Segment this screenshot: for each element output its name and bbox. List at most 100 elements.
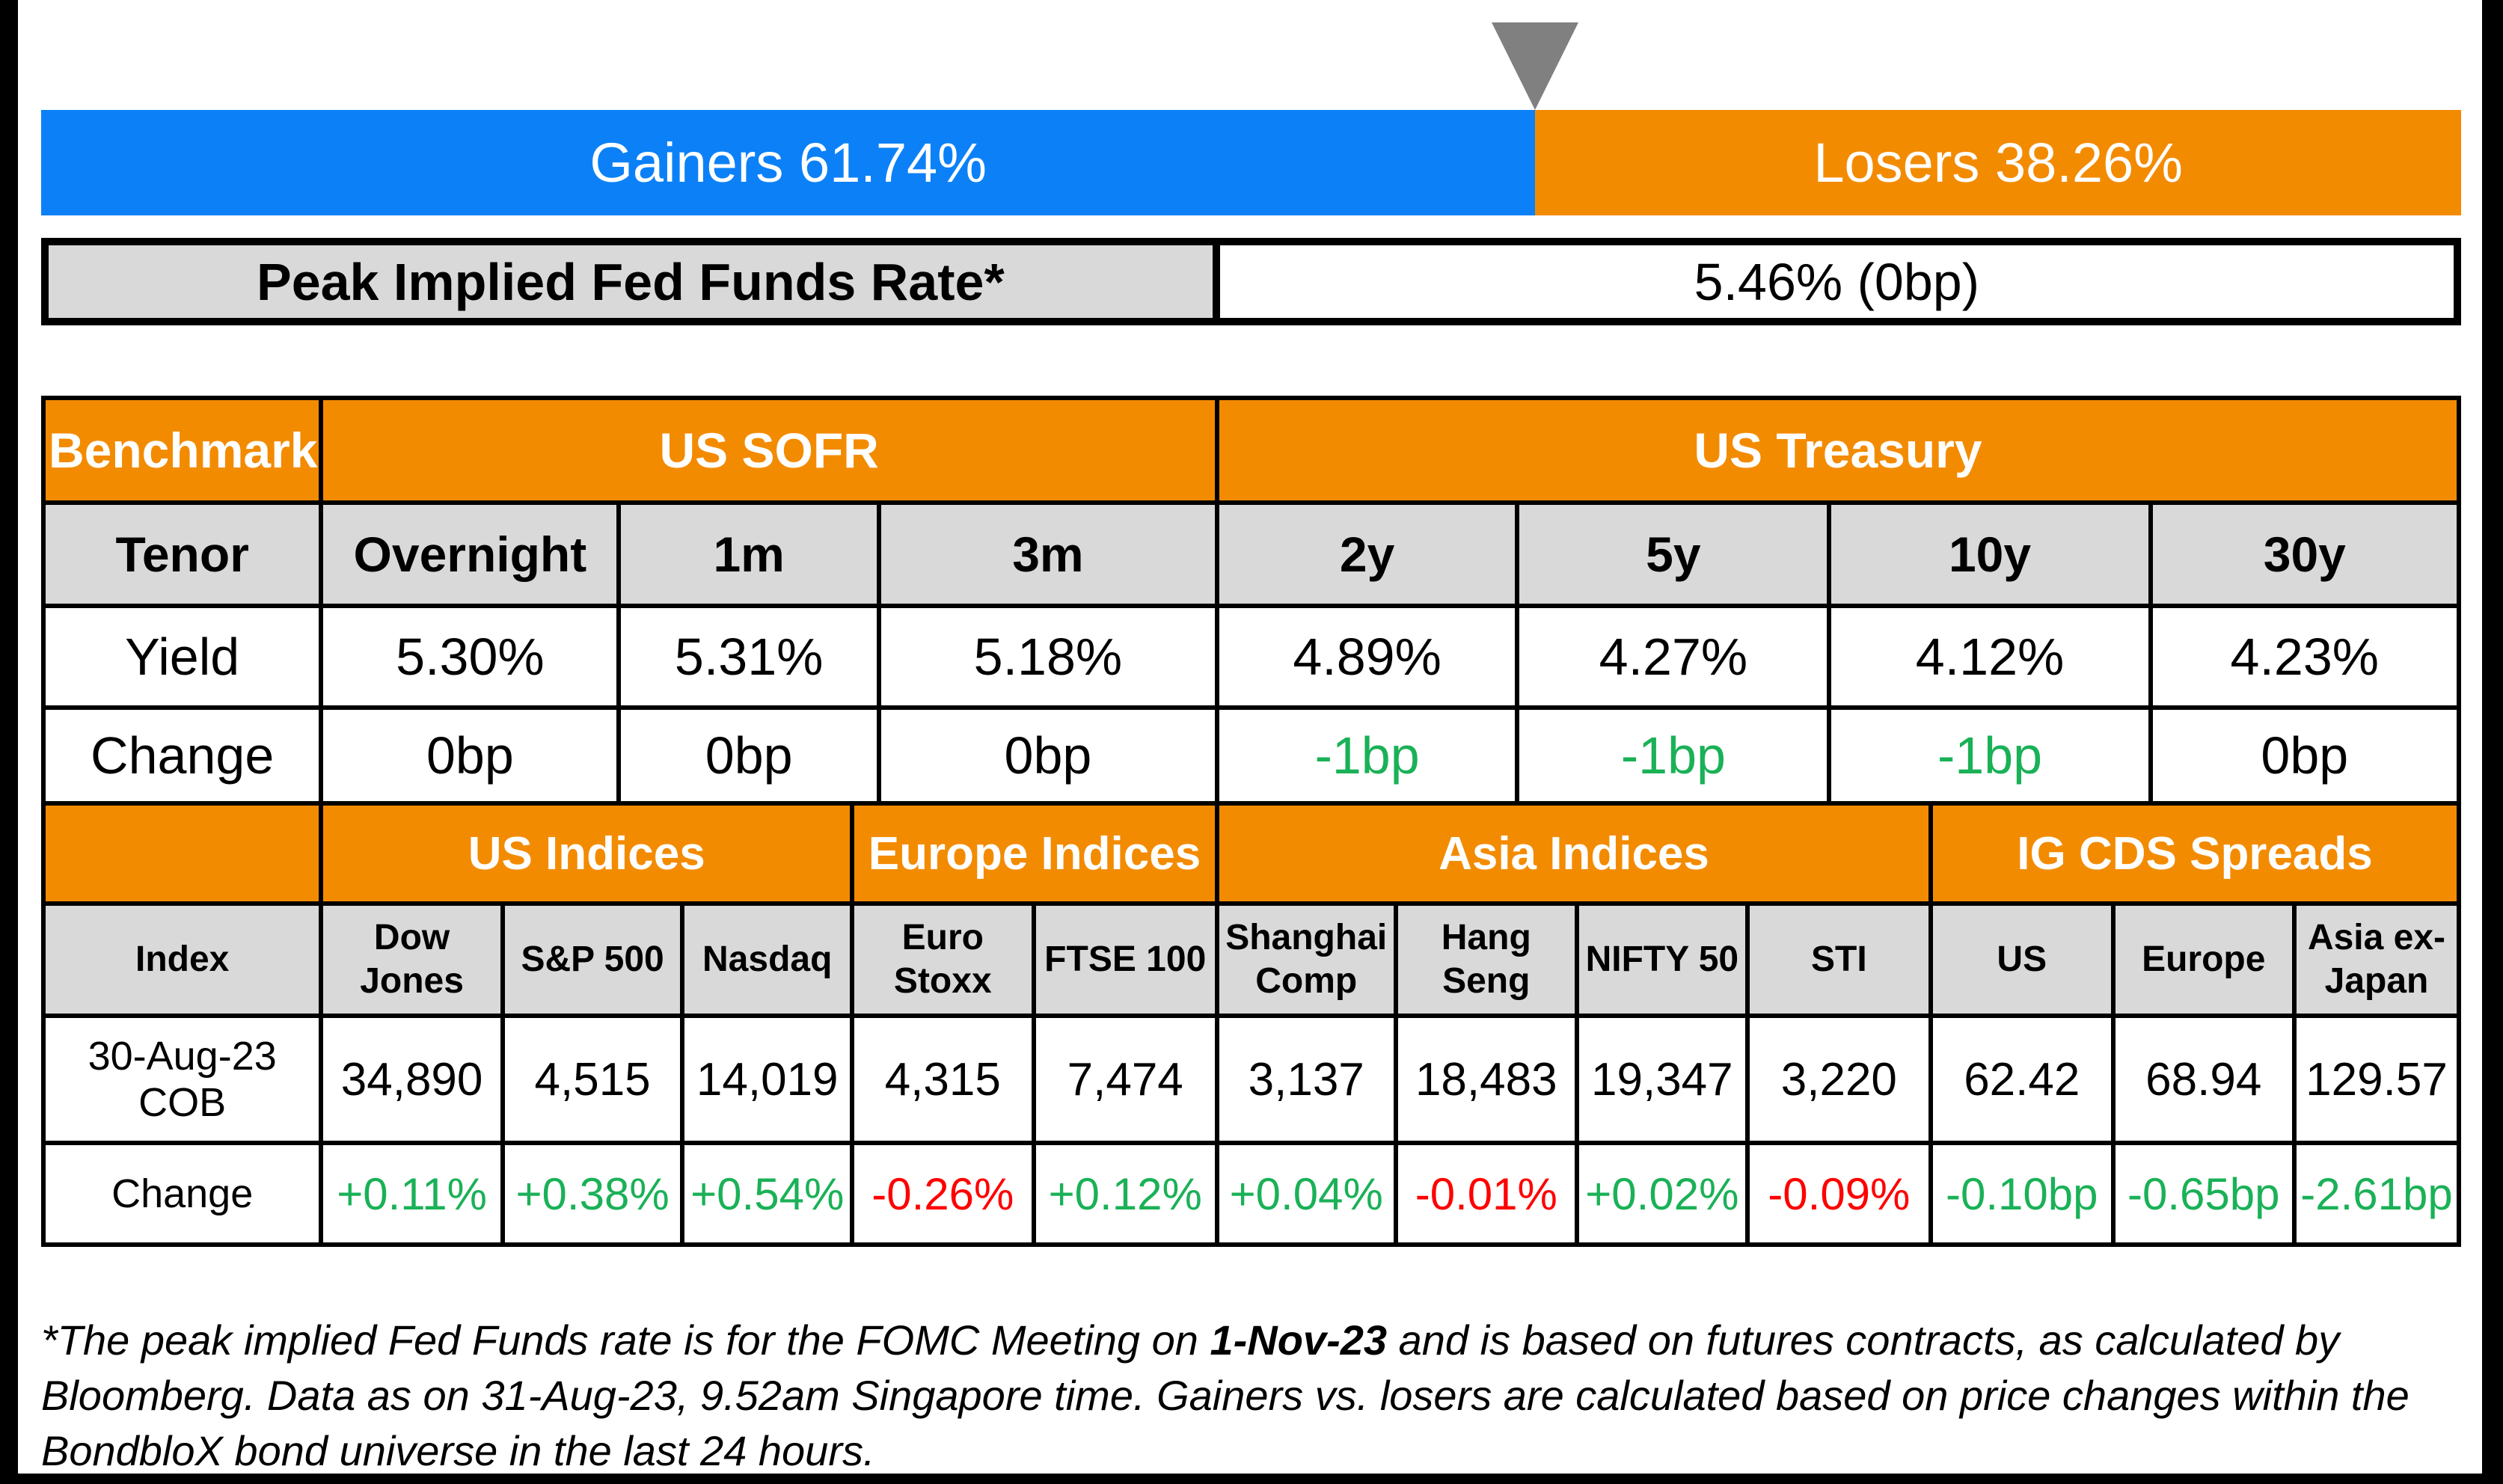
cds-us-value: 62.42 — [1928, 1014, 2116, 1145]
nasdaq-value: 14,019 — [680, 1014, 855, 1145]
sp500-header: S&P 500 — [500, 901, 685, 1018]
nifty50-change: +0.02% — [1575, 1141, 1750, 1247]
tenor-30y-header: 30y — [2148, 500, 2462, 608]
fed-funds-value: 5.46% (0bp) — [1694, 252, 1980, 311]
indices-change-row: Change +0.11% +0.38% +0.54% -0.26% +0.12… — [40, 1141, 2462, 1247]
footnote: *The peak implied Fed Funds rate is for … — [41, 1313, 2461, 1479]
fed-funds-row: Peak Implied Fed Funds Rate* 5.46% (0bp) — [41, 238, 2461, 325]
bottom-border-band — [0, 1474, 2503, 1484]
indices-table: US Indices Europe Indices Asia Indices I… — [40, 801, 2462, 1247]
cob-values-row: 30-Aug-23 COB 34,890 4,515 14,019 4,315 … — [40, 1014, 2462, 1145]
change-overnight: 0bp — [319, 705, 622, 806]
us-indices-group-header: US Indices — [319, 801, 855, 906]
cob-date-label: 30-Aug-23 COB — [40, 1014, 324, 1145]
us-sofr-group-header: US SOFR — [319, 396, 1219, 505]
gainers-losers-bar: Gainers 61.74% Losers 38.26% — [41, 110, 2461, 215]
change-10y: -1bp — [1827, 705, 2153, 806]
gainers-label: Gainers 61.74% — [589, 132, 987, 194]
hang-seng-change: -0.01% — [1393, 1141, 1580, 1247]
yield-3m: 5.18% — [876, 604, 1219, 710]
market-dashboard: Gainers 61.74% Losers 38.26% Peak Implie… — [40, 0, 2462, 1479]
dow-jones-change: +0.11% — [319, 1141, 505, 1247]
yield-5y: 4.27% — [1515, 604, 1832, 710]
dow-jones-header: Dow Jones — [319, 901, 505, 1018]
benchmark-table: Benchmark US SOFR US Treasury Tenor Over… — [40, 396, 2462, 806]
nifty50-header: NIFTY 50 — [1575, 901, 1750, 1018]
hang-seng-header: Hang Seng — [1393, 901, 1580, 1018]
euro-stoxx-value: 4,315 — [850, 1014, 1036, 1145]
footnote-line-1: *The peak implied Fed Funds rate is for … — [41, 1313, 2461, 1368]
marker-area — [41, 0, 2461, 110]
cds-europe-value: 68.94 — [2110, 1014, 2297, 1145]
sp500-value: 4,515 — [500, 1014, 685, 1145]
losers-label: Losers 38.26% — [1813, 132, 2183, 194]
yield-2y: 4.89% — [1214, 604, 1520, 710]
cds-asia-ex-japan-header: Asia ex- Japan — [2291, 901, 2462, 1018]
cds-asia-ex-japan-change: -2.61bp — [2291, 1141, 2462, 1247]
shanghai-comp-header: Shanghai Comp — [1214, 901, 1398, 1018]
tenor-label: Tenor — [40, 500, 324, 608]
cds-europe-change: -0.65bp — [2110, 1141, 2297, 1247]
yield-30y: 4.23% — [2148, 604, 2462, 710]
cds-us-change: -0.10bp — [1928, 1141, 2116, 1247]
yield-1m: 5.31% — [616, 604, 881, 710]
nasdaq-header: Nasdaq — [680, 901, 855, 1018]
euro-stoxx-change: -0.26% — [850, 1141, 1036, 1247]
hang-seng-value: 18,483 — [1393, 1014, 1580, 1145]
indices-change-label: Change — [40, 1141, 324, 1247]
europe-indices-group-header: Europe Indices — [850, 801, 1219, 906]
tenor-3m-header: 3m — [876, 500, 1219, 608]
yield-row-label: Yield — [40, 604, 324, 710]
yield-row: Yield 5.30% 5.31% 5.18% 4.89% 4.27% 4.12… — [40, 604, 2462, 710]
benchmark-change-label: Change — [40, 705, 324, 806]
sp500-change: +0.38% — [500, 1141, 685, 1247]
asia-indices-group-header: Asia Indices — [1214, 801, 1934, 906]
footnote-line-3: BondbloX bond universe in the last 24 ho… — [41, 1427, 875, 1474]
benchmark-corner-header: Benchmark — [40, 396, 324, 505]
nifty50-value: 19,347 — [1575, 1014, 1750, 1145]
cds-asia-ex-japan-value: 129.57 — [2291, 1014, 2462, 1145]
losers-segment: Losers 38.26% — [1535, 110, 2461, 215]
tenor-10y-header: 10y — [1827, 500, 2153, 608]
index-header-row: Index Dow Jones S&P 500 Nasdaq Euro Stox… — [40, 901, 2462, 1018]
change-3m: 0bp — [876, 705, 1219, 806]
sti-value: 3,220 — [1744, 1014, 1934, 1145]
sti-change: -0.09% — [1744, 1141, 1934, 1247]
benchmark-group-row: Benchmark US SOFR US Treasury — [40, 396, 2462, 505]
change-2y: -1bp — [1214, 705, 1520, 806]
right-border-band — [2482, 0, 2503, 1484]
tenor-overnight-header: Overnight — [319, 500, 622, 608]
fed-funds-label: Peak Implied Fed Funds Rate* — [49, 245, 1220, 318]
down-triangle-marker-icon — [1492, 22, 1579, 110]
yield-overnight: 5.30% — [319, 604, 622, 710]
left-border-band — [0, 0, 18, 1484]
sti-header: STI — [1744, 901, 1934, 1018]
tenor-2y-header: 2y — [1214, 500, 1520, 608]
nasdaq-change: +0.54% — [680, 1141, 855, 1247]
footnote-fomc-date: 1-Nov-23 — [1210, 1316, 1388, 1364]
us-treasury-group-header: US Treasury — [1214, 396, 2462, 505]
change-5y: -1bp — [1515, 705, 1832, 806]
euro-stoxx-header: Euro Stoxx — [850, 901, 1036, 1018]
tenor-5y-header: 5y — [1515, 500, 1832, 608]
footnote-line1-pre: *The peak implied Fed Funds rate is for … — [41, 1316, 1210, 1364]
shanghai-comp-value: 3,137 — [1214, 1014, 1398, 1145]
ftse100-change: +0.12% — [1031, 1141, 1219, 1247]
shanghai-comp-change: +0.04% — [1214, 1141, 1398, 1247]
footnote-line-2: Bloomberg. Data as on 31-Aug-23, 9.52am … — [41, 1372, 2409, 1419]
ig-cds-group-header: IG CDS Spreads — [1928, 801, 2461, 906]
change-30y: 0bp — [2148, 705, 2462, 806]
indices-corner-blank — [40, 801, 324, 906]
cds-europe-header: Europe — [2110, 901, 2297, 1018]
ftse100-header: FTSE 100 — [1031, 901, 1219, 1018]
gainers-segment: Gainers 61.74% — [41, 110, 1536, 215]
yield-10y: 4.12% — [1827, 604, 2153, 710]
change-1m: 0bp — [616, 705, 881, 806]
benchmark-change-row: Change 0bp 0bp 0bp -1bp -1bp -1bp 0bp — [40, 705, 2462, 806]
footnote-line1-post: and is based on futures contracts, as ca… — [1387, 1316, 2340, 1364]
ftse100-value: 7,474 — [1031, 1014, 1219, 1145]
tenor-header-row: Tenor Overnight 1m 3m 2y 5y 10y 30y — [40, 500, 2462, 608]
cds-us-header: US — [1928, 901, 2116, 1018]
indices-group-row: US Indices Europe Indices Asia Indices I… — [40, 801, 2461, 906]
index-label: Index — [40, 901, 324, 1018]
